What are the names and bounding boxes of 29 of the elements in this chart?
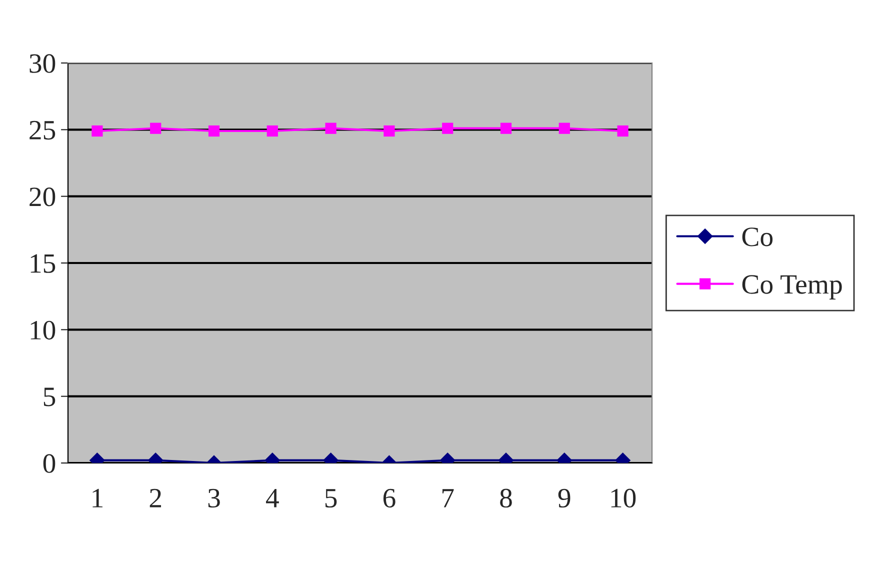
point [500,122,512,134]
point [384,125,395,137]
y-tick-label: 20 [30,188,56,206]
x-tick-label: 7 [442,489,454,508]
x-tick-label: 4 [266,488,279,508]
point [558,122,570,134]
point [92,125,103,137]
y-tick-label: 25 [30,120,56,140]
y-tick-label: 5 [44,388,56,406]
y-tick-label: 0 [43,454,56,473]
legend-label: Co [742,228,773,246]
x-tick-label: 8 [500,488,512,508]
point [150,122,162,134]
x-tick-label: 10 [611,488,636,508]
y-tick-label: 10 [30,320,56,340]
x-tick-label: 3 [208,488,220,508]
y-tick-label: 30 [30,54,56,73]
x-tick-label: 5 [325,489,337,508]
x-tick-label: 1 [92,488,102,508]
x-tick-label: 9 [558,488,570,508]
y-tick-label: 15 [30,254,56,273]
point [208,125,220,137]
x-tick-label: 2 [150,488,162,508]
legend-label: Co Temp [742,275,842,300]
point [617,125,628,137]
x-tick-label: 6 [383,488,396,508]
point [442,122,454,134]
point [266,125,278,137]
point [325,122,336,134]
